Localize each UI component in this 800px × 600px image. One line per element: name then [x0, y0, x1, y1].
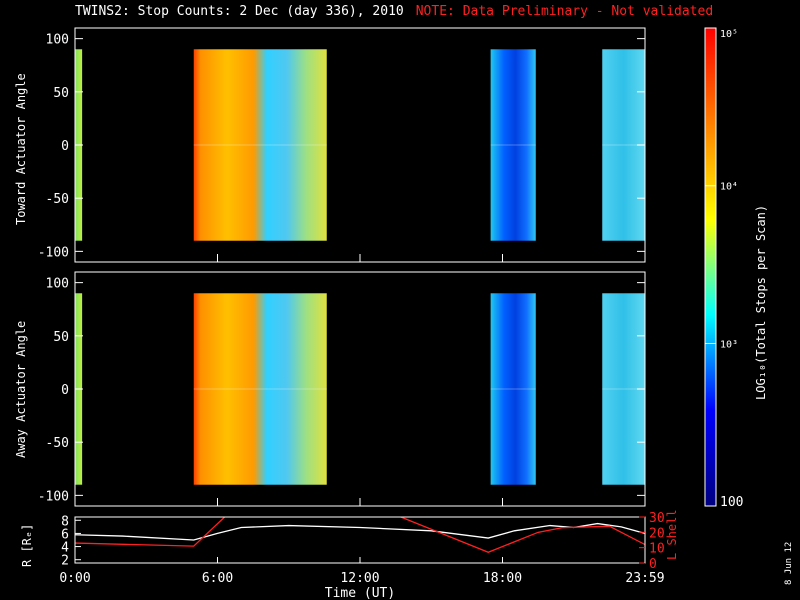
panel3-ylabel-right: L Shell — [665, 509, 679, 560]
date-stamp: 8 Jun 12 — [784, 541, 794, 585]
panel1-ytick-label: 50 — [53, 86, 69, 101]
orbit-ytick-left-label: 2 — [61, 554, 69, 569]
xtick-label: 18:00 — [483, 571, 522, 586]
panel3-ylabel-left: R [Rₑ] — [20, 523, 34, 567]
panel1-ytick-label: -50 — [46, 192, 69, 207]
colorbar-tick-label: 10⁵ — [720, 29, 738, 40]
orbit-axes-frame — [74, 516, 646, 564]
xtick-label: 0:00 — [59, 571, 90, 586]
panel2-axes-frame — [74, 271, 646, 507]
orbit-ytick-left-label: 6 — [61, 527, 69, 542]
xtick-label: 23:59 — [625, 571, 664, 586]
panel2-ylabel: Away Actuator Angle — [14, 320, 28, 458]
xtick-label: 6:00 — [202, 571, 233, 586]
orbit-ytick-left-label: 4 — [61, 541, 69, 556]
colorbar-label: LOG₁₀(Total Stops per Scan) — [754, 204, 768, 400]
panel1-ylabel: Toward Actuator Angle — [14, 73, 28, 225]
colorbar-tick-label: 10⁴ — [720, 182, 738, 193]
panel1-data-block — [193, 49, 327, 241]
panel1-ytick-label: -100 — [38, 245, 69, 260]
panel2-data-block — [490, 293, 536, 485]
title-note: NOTE: Data Preliminary - Not validated — [415, 4, 714, 19]
panel1-data-block — [490, 49, 536, 241]
title-main: TWINS2: Stop Counts: 2 Dec (day 336), 20… — [75, 4, 404, 19]
panel2-ytick-label: 0 — [61, 383, 69, 398]
figure-title: TWINS2: Stop Counts: 2 Dec (day 336), 20… — [75, 4, 713, 19]
colorbar-tick-label: 10³ — [720, 339, 738, 350]
panel1-ytick-label: 0 — [61, 139, 69, 154]
panel2-ytick-label: 100 — [46, 277, 69, 292]
panel2-ytick-label: -100 — [38, 489, 69, 504]
x-axis-title: Time (UT) — [325, 586, 395, 600]
panel1-ytick-label: 100 — [46, 33, 69, 48]
orbit-series-r — [75, 522, 645, 541]
panel2-ytick-label: 50 — [53, 330, 69, 345]
orbit-ytick-right-label: 0 — [649, 557, 657, 572]
orbit-ytick-right-label: 20 — [649, 526, 665, 541]
orbit-ytick-left-label: 8 — [61, 514, 69, 529]
orbit-ytick-right-label: 30 — [649, 511, 665, 526]
panel2-data-block — [193, 293, 327, 485]
orbit-series-lshell — [75, 517, 645, 553]
colorbar-tick-label: 100 — [720, 495, 743, 510]
panel1-axes-frame — [74, 27, 646, 263]
xtick-label: 12:00 — [340, 571, 379, 586]
orbit-ytick-right-label: 10 — [649, 542, 665, 557]
panel2-ytick-label: -50 — [46, 436, 69, 451]
colorbar — [705, 28, 716, 506]
